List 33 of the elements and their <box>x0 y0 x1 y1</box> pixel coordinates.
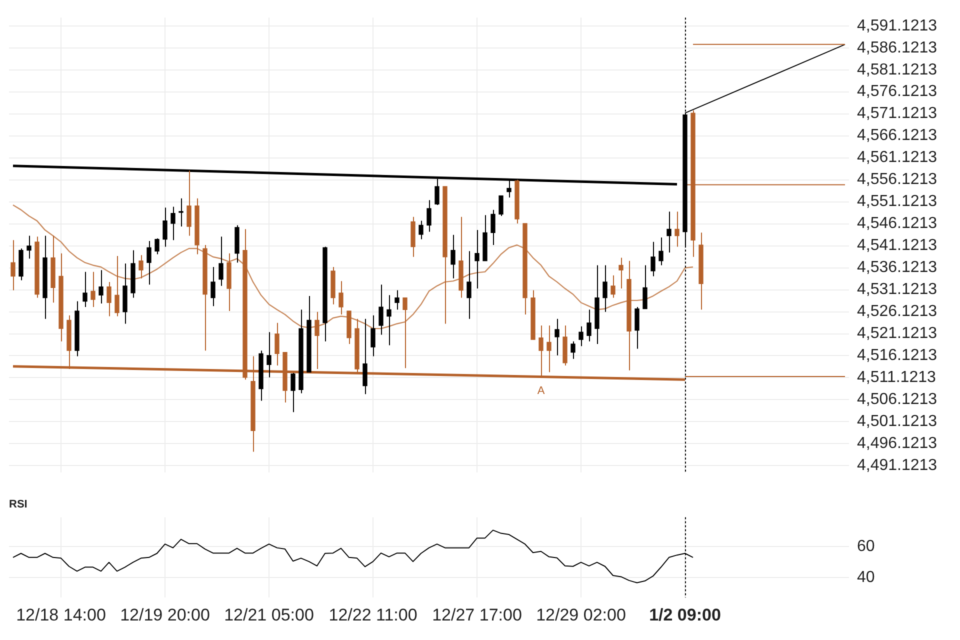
y-tick-label: 4,536.1213 <box>857 259 938 276</box>
y-tick-label: 4,576.1213 <box>857 83 938 100</box>
candlestick <box>178 198 184 228</box>
y-tick-label: 4,501.1213 <box>857 413 938 430</box>
y-tick-label: 4,506.1213 <box>857 391 938 408</box>
y-tick-label: 4,511.1213 <box>857 369 936 386</box>
y-tick-label: 4,586.1213 <box>857 39 938 56</box>
x-tick-label: 12/22 11:00 <box>328 605 418 624</box>
y-tick-label: 4,561.1213 <box>857 149 938 166</box>
y-tick-label: 4,496.1213 <box>857 435 938 452</box>
y-tick-label: 4,581.1213 <box>857 61 938 78</box>
y-tick-label: 4,571.1213 <box>857 105 938 122</box>
x-tick-label: 12/21 05:00 <box>224 605 314 624</box>
x-tick-label: 12/27 17:00 <box>432 605 522 624</box>
y-tick-label: 4,556.1213 <box>857 171 938 188</box>
y-tick-label: 4,526.1213 <box>857 303 938 320</box>
annotation: A <box>537 385 546 398</box>
y-tick-label: 4,531.1213 <box>857 281 938 298</box>
y-tick-label: 40 <box>857 568 875 586</box>
y-tick-label: 4,546.1213 <box>857 215 938 232</box>
x-tick-label: 1/2 09:00 <box>649 605 721 624</box>
y-tick-label: 4,541.1213 <box>857 237 938 254</box>
y-tick-label: 4,566.1213 <box>857 127 938 144</box>
y-tick-label: 4,491.1213 <box>857 457 938 474</box>
y-tick-label: 4,521.1213 <box>857 325 938 342</box>
y-tick-label: 4,551.1213 <box>857 193 938 210</box>
x-tick-label: 12/29 02:00 <box>536 605 626 624</box>
x-tick-label: 12/19 20:00 <box>120 605 210 624</box>
y-tick-label: 60 <box>857 538 875 555</box>
y-tick-label: 4,516.1213 <box>857 347 938 364</box>
x-tick-label: 12/18 14:00 <box>16 605 106 624</box>
chart-title: RSI <box>9 498 28 511</box>
y-tick-label: 4,591.1213 <box>857 17 938 34</box>
